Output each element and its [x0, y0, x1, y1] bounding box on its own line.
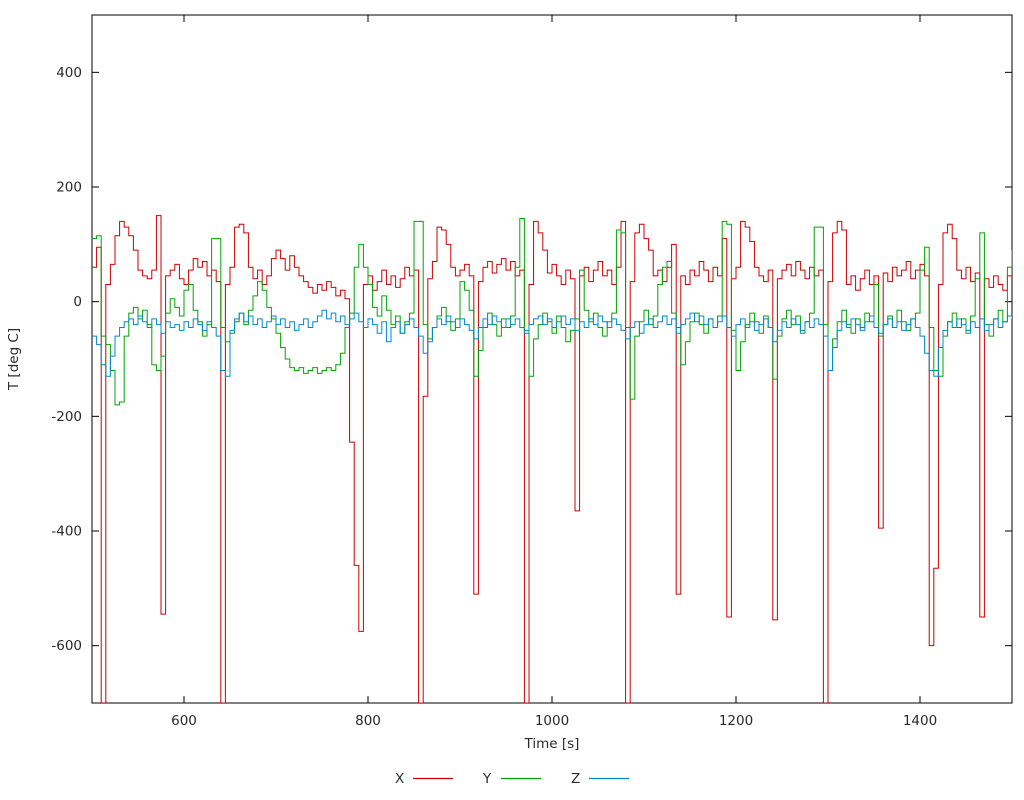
y-tick-label: -200: [51, 409, 82, 425]
y-axis-label: T [deg C]: [6, 328, 22, 391]
y-tick-label: -400: [51, 524, 82, 540]
series-group: [92, 215, 1012, 703]
legend-item-x: X: [395, 771, 453, 787]
x-tick-label: 1000: [535, 713, 569, 729]
legend-label: Z: [571, 771, 580, 787]
y-tick-label: 400: [56, 65, 82, 81]
x-tick-label: 600: [171, 713, 197, 729]
x-axis-label: Time [s]: [524, 736, 580, 752]
legend-item-z: Z: [571, 771, 629, 787]
series-x-line: [92, 215, 1012, 703]
x-tick-label: 800: [355, 713, 381, 729]
legend: X Y Z: [395, 771, 629, 787]
y-tick-label: 200: [56, 180, 82, 196]
x-tick-label: 1200: [719, 713, 753, 729]
y-tick-label: 0: [73, 294, 82, 310]
y-tick-label: -600: [51, 638, 82, 654]
x-tick-label: 1400: [903, 713, 937, 729]
legend-item-y: Y: [482, 771, 541, 787]
legend-label: X: [395, 771, 404, 787]
legend-label: Y: [482, 771, 492, 787]
series-z-line: [92, 309, 1012, 377]
